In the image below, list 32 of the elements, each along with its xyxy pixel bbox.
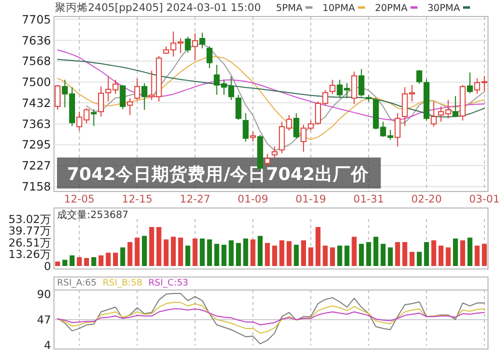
legend-label: 10PMA bbox=[322, 3, 356, 14]
legend-label: 30PMA bbox=[427, 3, 460, 14]
y-tick-label: 13.26万 bbox=[8, 248, 51, 262]
y-tick-label: 0 bbox=[44, 260, 51, 273]
x-tick-label: 01-19 bbox=[296, 194, 326, 206]
x-tick-label: 03-01 bbox=[469, 194, 500, 206]
y-tick-label: 7295 bbox=[22, 138, 51, 152]
y-tick-label: 7500 bbox=[22, 74, 51, 89]
x-tick-label: 12-27 bbox=[180, 194, 210, 206]
y-tick-label: 39.77万 bbox=[8, 224, 51, 238]
y-tick-label: 7363 bbox=[22, 116, 51, 131]
y-tick-label: 47 bbox=[37, 314, 51, 327]
chart-title: 聚丙烯2405[pp2405] 2024-03-01 15:00 bbox=[55, 1, 261, 14]
legend: RSI_A:65 RSI_B:58 RSI_C:53 bbox=[57, 278, 188, 288]
legend-label: 20PMA bbox=[374, 3, 408, 14]
y-tick-label: 90 bbox=[37, 288, 51, 302]
y-tick-label: 26.51万 bbox=[8, 236, 51, 250]
x-tick-label: 12-05 bbox=[64, 194, 95, 206]
chart-title: 成交量:253687 bbox=[57, 209, 129, 221]
y-tick-label: 7705 bbox=[22, 12, 51, 26]
legend-label: 5PMA bbox=[276, 3, 303, 14]
y-tick-label: 7432 bbox=[22, 96, 51, 110]
x-tick-label: 01-09 bbox=[238, 194, 268, 206]
y-tick-label: 53.02万 bbox=[8, 213, 51, 226]
y-tick-label: 7158 bbox=[22, 180, 51, 194]
y-tick-label: 4 bbox=[44, 339, 51, 350]
x-tick-label: 02-20 bbox=[411, 194, 442, 206]
y-tick-label: 7636 bbox=[22, 33, 51, 48]
y-tick-label: 7568 bbox=[22, 54, 51, 68]
y-tick-label: 7227 bbox=[22, 158, 51, 172]
x-tick-label: 01-31 bbox=[353, 194, 384, 206]
x-tick-label: 12-15 bbox=[122, 194, 152, 206]
